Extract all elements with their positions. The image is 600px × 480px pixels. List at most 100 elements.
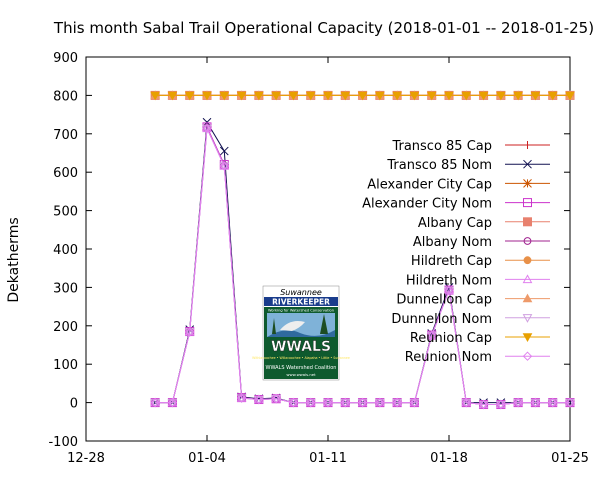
data-point [375, 91, 385, 101]
data-point [392, 91, 402, 101]
data-point [478, 399, 489, 410]
data-point [409, 91, 420, 101]
data-point [340, 91, 351, 101]
data-point [271, 91, 281, 101]
y-tick-label: 500 [53, 205, 78, 220]
logo-wwals-text: WWALS [271, 339, 331, 355]
data-point [167, 397, 178, 408]
data-point [202, 124, 212, 134]
legend-label: Alexander City Nom [362, 197, 492, 212]
logo-banner [264, 297, 338, 306]
data-point [150, 91, 160, 101]
data-point [522, 274, 533, 284]
legend-entry: Hildreth Cap [411, 254, 550, 269]
data-point [496, 399, 506, 410]
data-point [461, 397, 471, 408]
data-point [305, 91, 316, 101]
data-point [202, 123, 212, 134]
data-point [461, 91, 472, 101]
x-tick-label: 01-04 [188, 451, 226, 466]
logo-org-text: Suwannee [280, 288, 322, 297]
y-tick-label: -100 [48, 435, 78, 450]
data-point [254, 394, 264, 405]
data-point [236, 91, 247, 101]
data-point [254, 91, 264, 101]
y-tick-label: 200 [53, 320, 78, 335]
data-point [523, 237, 532, 245]
y-axis-label: Dekatherms [6, 217, 22, 302]
logo-scene-bird [280, 321, 305, 331]
data-point [167, 91, 178, 101]
data-point [565, 397, 575, 408]
y-tick-label: 300 [53, 281, 78, 296]
logo-name-text: RIVERKEEPER [272, 298, 330, 307]
legend-label: Hildreth Nom [406, 273, 492, 288]
legend-entry: Dunnellon Nom [391, 312, 550, 327]
data-point [375, 397, 385, 408]
data-point [547, 91, 558, 101]
y-tick-label: 700 [53, 128, 78, 143]
legend-entry: Alexander City Cap [367, 177, 550, 192]
data-point [523, 198, 532, 208]
logo-scene-trees [272, 314, 328, 334]
data-point [288, 91, 299, 101]
legend-entry: Dunnellon Cap [396, 293, 550, 308]
data-point [323, 397, 333, 408]
series-reunion-nom [150, 123, 575, 410]
series-reunion-cap [150, 91, 575, 101]
legend-label: Albany Cap [418, 216, 492, 231]
data-point [426, 91, 437, 101]
legend-label: Dunnellon Nom [391, 312, 492, 327]
legend-label: Reunion Cap [410, 331, 492, 346]
legend-label: Alexander City Cap [367, 177, 492, 192]
data-point [409, 397, 420, 408]
data-point [523, 217, 532, 227]
legend-entry: Transco 85 Cap [391, 139, 550, 154]
logo-url-text: www.wwals.net [286, 372, 316, 377]
legend-label: Transco 85 Nom [386, 158, 492, 173]
data-point [523, 179, 532, 188]
logo-tagline: Working for Watershed Conservation [268, 309, 334, 313]
legend-label: Dunnellon Cap [396, 293, 492, 308]
data-point [565, 91, 575, 101]
data-point [340, 397, 350, 408]
x-tick-label: 01-11 [309, 451, 347, 466]
y-tick-label: 0 [70, 397, 78, 412]
data-point [522, 333, 533, 343]
legend-entry: Alexander City Nom [362, 197, 550, 212]
data-point [185, 327, 195, 337]
y-tick-label: 800 [53, 89, 78, 104]
legend-label: Hildreth Cap [411, 254, 492, 269]
logo-rivers-text: Withlacoochee • Willacoochee • Alapaha •… [252, 356, 350, 360]
legend-entry: Transco 85 Nom [386, 158, 550, 173]
data-point [478, 91, 489, 101]
data-point [427, 330, 437, 341]
data-point [496, 91, 506, 101]
data-point [426, 331, 437, 341]
data-point [323, 91, 333, 101]
y-tick-label: 400 [53, 243, 78, 258]
logo-scene-water [267, 330, 335, 337]
data-point [236, 393, 247, 403]
legend-entry: Hildreth Nom [406, 273, 550, 288]
data-point [392, 397, 402, 408]
data-point [357, 91, 368, 101]
chart-title: This month Sabal Trail Operational Capac… [53, 19, 594, 37]
wwals-logo: Suwannee RIVERKEEPER Working for Watersh… [252, 285, 350, 381]
data-point [513, 91, 523, 101]
legend-entry: Albany Cap [418, 216, 550, 231]
data-point [523, 141, 532, 149]
data-point [522, 314, 533, 323]
data-point [513, 397, 523, 408]
data-point [219, 146, 229, 156]
data-point [522, 351, 533, 361]
y-axis: -100 0 100 200 300 400 500 600 700 800 900 [48, 51, 570, 450]
legend-label: Transco 85 Cap [391, 139, 492, 154]
data-point [530, 397, 541, 408]
series-layer [150, 90, 575, 410]
legend-entry: Reunion Nom [405, 350, 550, 365]
legend: Transco 85 Cap Transco 85 Nom Alexander Ci… [362, 139, 550, 365]
legend-label: Albany Nom [413, 235, 492, 250]
